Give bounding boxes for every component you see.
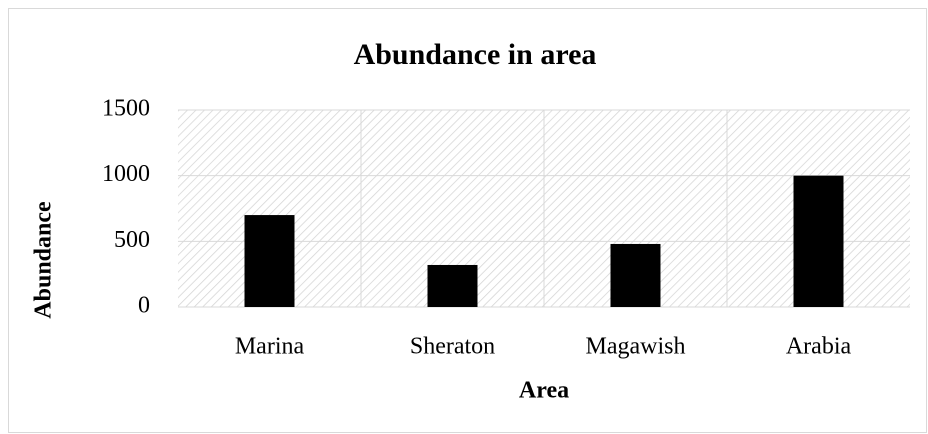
bar xyxy=(793,175,844,307)
y-tick-label: 0 xyxy=(138,293,150,319)
bar xyxy=(244,215,295,307)
x-tick-label: Sheraton xyxy=(410,334,495,360)
bar xyxy=(427,264,478,307)
x-tick-label: Marina xyxy=(235,334,305,360)
chart-title: Abundance in area xyxy=(354,38,597,71)
x-axis-title: Area xyxy=(519,378,569,404)
y-tick-label: 500 xyxy=(114,227,150,253)
y-tick-label: 1500 xyxy=(102,96,150,122)
y-tick-label: 1000 xyxy=(102,161,150,187)
y-axis-title: Abundance xyxy=(31,201,57,319)
x-tick-label: Arabia xyxy=(786,334,852,360)
bar xyxy=(610,243,661,307)
x-tick-label: Magawish xyxy=(586,334,686,360)
